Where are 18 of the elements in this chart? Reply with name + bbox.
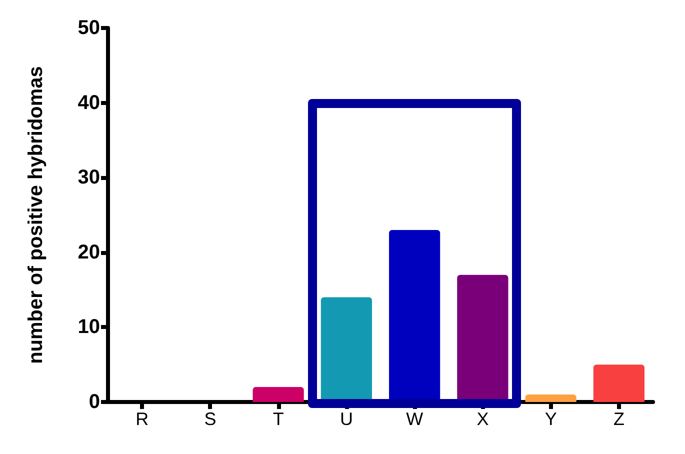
x-tick-label: Y [544, 409, 557, 429]
y-tick-label: 10 [78, 316, 100, 338]
x-tick-label: Z [613, 409, 624, 429]
y-axis-title: number of positive hybridomas [25, 66, 47, 364]
bar [593, 364, 644, 402]
x-tick-label: T [272, 409, 284, 429]
y-tick-label: 40 [78, 92, 100, 114]
y-tick-label: 0 [88, 391, 100, 413]
x-tick-label: S [204, 409, 216, 429]
x-tick-label: R [136, 409, 149, 429]
y-tick-label: 30 [78, 166, 100, 189]
y-tick-label: 20 [78, 241, 100, 264]
x-tick-label: X [476, 409, 489, 429]
y-tick-label: 50 [78, 17, 100, 39]
x-tick-label: U [340, 409, 353, 429]
bar [525, 394, 576, 402]
x-tick-label: W [406, 409, 424, 429]
bar [252, 387, 304, 402]
